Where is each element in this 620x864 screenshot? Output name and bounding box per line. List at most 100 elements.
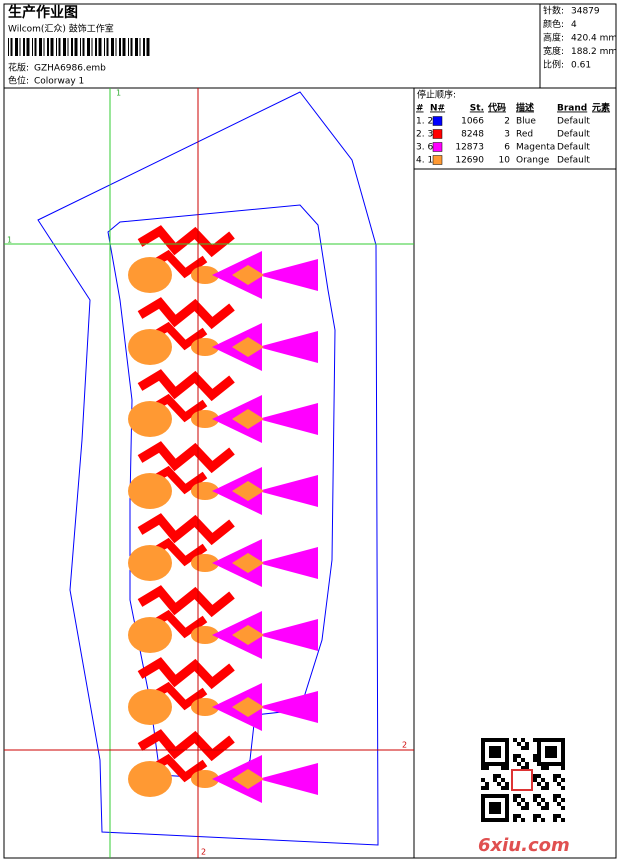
qr-cell bbox=[513, 818, 517, 822]
qr-cell bbox=[545, 746, 549, 750]
description: Red bbox=[516, 130, 533, 140]
qr-cell bbox=[561, 786, 565, 790]
info-value: 420.4 mm bbox=[571, 34, 617, 44]
qr-cell bbox=[513, 794, 517, 798]
qr-cell bbox=[485, 738, 489, 742]
qr-cell bbox=[485, 786, 489, 790]
qr-cell bbox=[561, 750, 565, 754]
qr-cell bbox=[481, 754, 485, 758]
qr-cell bbox=[553, 746, 557, 750]
qr-cell bbox=[537, 754, 541, 758]
qr-cell bbox=[497, 774, 501, 778]
qr-cell bbox=[505, 786, 509, 790]
bar-stripe bbox=[34, 38, 37, 56]
bar-stripe bbox=[104, 38, 105, 56]
orange-diamond bbox=[232, 625, 264, 645]
orange-diamond bbox=[232, 553, 264, 573]
qr-cell bbox=[541, 766, 545, 770]
qr-cell bbox=[489, 754, 493, 758]
brand: Default bbox=[557, 130, 590, 140]
magenta-motif bbox=[258, 475, 318, 507]
red-motif bbox=[137, 585, 235, 618]
bar-stripe bbox=[128, 38, 129, 56]
qr-cell bbox=[501, 762, 505, 766]
orange-motif bbox=[128, 401, 172, 437]
qr-cell bbox=[545, 782, 549, 786]
qr-cell bbox=[537, 802, 541, 806]
qr-cell bbox=[497, 754, 501, 758]
qr-cell bbox=[493, 794, 497, 798]
description: Orange bbox=[516, 156, 550, 166]
bar-stripe bbox=[130, 38, 133, 56]
qr-cell bbox=[549, 746, 553, 750]
qr-cell bbox=[525, 766, 529, 770]
qr-cell bbox=[481, 818, 485, 822]
qr-cell bbox=[561, 746, 565, 750]
bar-stripe bbox=[135, 38, 138, 56]
qr-cell bbox=[545, 750, 549, 754]
qr-cell bbox=[537, 738, 541, 742]
info-value: 4 bbox=[571, 20, 577, 30]
outer-outline bbox=[37, 91, 379, 846]
qr-cell bbox=[505, 746, 509, 750]
qr-cell bbox=[489, 806, 493, 810]
info-label: 颜色: bbox=[543, 18, 564, 30]
design: GZHA6986.emb bbox=[34, 64, 106, 74]
magenta-motif bbox=[258, 691, 318, 723]
qr-cell bbox=[493, 750, 497, 754]
qr-cell bbox=[505, 766, 509, 770]
info-label: 比例: bbox=[543, 59, 564, 71]
qr-cell bbox=[561, 798, 565, 802]
qr-cell bbox=[533, 758, 537, 762]
qr-cell bbox=[501, 778, 505, 782]
qr-cell bbox=[485, 762, 489, 766]
qr-cell bbox=[561, 806, 565, 810]
qr-cell bbox=[541, 818, 545, 822]
qr-cell bbox=[537, 750, 541, 754]
qr-cell bbox=[533, 818, 537, 822]
qr-cell bbox=[481, 738, 485, 742]
qr-cell bbox=[481, 750, 485, 754]
color-swatch bbox=[432, 155, 443, 165]
qr-cell bbox=[493, 810, 497, 814]
bar-stripe bbox=[80, 38, 81, 56]
qr-cell bbox=[505, 782, 509, 786]
qr-cell bbox=[521, 738, 525, 742]
bar-stripe bbox=[139, 38, 141, 56]
qr-cell bbox=[481, 786, 485, 790]
bar-stripe bbox=[10, 38, 13, 56]
qr-cell bbox=[497, 782, 501, 786]
bar-stripe bbox=[87, 38, 90, 56]
qr-cell bbox=[517, 802, 521, 806]
info-label: 宽度: bbox=[543, 45, 564, 57]
red-motif bbox=[137, 657, 235, 690]
bar-stripe bbox=[39, 38, 42, 56]
qr-cell bbox=[481, 762, 485, 766]
column-header: # bbox=[416, 104, 424, 114]
bar-stripe bbox=[74, 38, 78, 56]
bar-stripe bbox=[8, 38, 9, 56]
bar-stripe bbox=[23, 38, 25, 56]
qr-cell bbox=[537, 746, 541, 750]
stop-index: 3. 6 bbox=[416, 143, 433, 153]
qr-cell bbox=[485, 782, 489, 786]
studio: Wilcom(汇众) 鼓饰工作室 bbox=[8, 23, 114, 35]
bar-stripe bbox=[122, 38, 126, 56]
qr-cell bbox=[493, 774, 497, 778]
qr-cell bbox=[481, 810, 485, 814]
bar-stripe bbox=[43, 38, 45, 56]
qr-cell bbox=[493, 762, 497, 766]
qr-cell bbox=[537, 762, 541, 766]
magenta-motif bbox=[258, 763, 318, 795]
qr-cell bbox=[497, 750, 501, 754]
orange-motif bbox=[128, 257, 172, 293]
bar-stripe bbox=[63, 38, 66, 56]
qr-cell bbox=[533, 774, 537, 778]
qr-cell bbox=[493, 738, 497, 742]
column-header: 描述 bbox=[516, 102, 534, 114]
bar-stripe bbox=[50, 38, 54, 56]
qr-cell bbox=[521, 818, 525, 822]
code: 10 bbox=[499, 156, 511, 166]
qr-cell bbox=[545, 802, 549, 806]
qr-cell bbox=[481, 746, 485, 750]
